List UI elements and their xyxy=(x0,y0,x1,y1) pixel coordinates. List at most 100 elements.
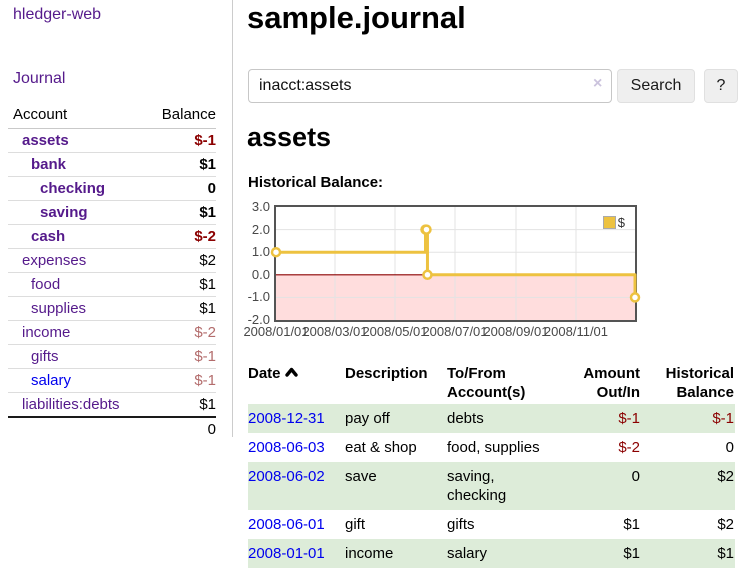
transaction-description: income xyxy=(345,545,394,562)
sort-ascending-icon xyxy=(284,367,298,377)
account-row: supplies $1 xyxy=(8,297,216,321)
account-balance: $-1 xyxy=(194,348,216,365)
register-header-row: Date Description To/From Account(s) Amount … xyxy=(248,362,735,404)
register-header-date[interactable]: Date xyxy=(248,362,345,404)
account-link-bank[interactable]: bank xyxy=(31,156,67,173)
transaction-date-link[interactable]: 2008-06-03 xyxy=(248,439,325,456)
account-balance: $-2 xyxy=(194,228,216,245)
account-balance: $2 xyxy=(199,252,216,269)
account-link-checking[interactable]: checking xyxy=(40,180,106,197)
accounts-header-row: Account Balance xyxy=(8,102,216,129)
accounts-table: Account Balance assets $-1 bank $1 checking 0… xyxy=(8,102,216,441)
help-button[interactable]: ? xyxy=(704,69,738,103)
transaction-description: save xyxy=(345,468,377,485)
account-link-liabilities-debts[interactable]: liabilities:debts xyxy=(22,396,120,413)
negative-region xyxy=(276,274,635,320)
chart-canvas xyxy=(270,207,641,320)
search-button[interactable]: Search xyxy=(617,69,695,103)
account-link-salary[interactable]: salary xyxy=(31,372,72,389)
chart-title: Historical Balance: xyxy=(248,174,384,191)
x-axis-tick: 2008/09/01 xyxy=(483,324,549,339)
legend-label: $ xyxy=(617,215,625,230)
account-row: gifts $-1 xyxy=(8,345,216,369)
page-title: sample.journal xyxy=(247,0,466,35)
transaction-amount: 0 xyxy=(631,468,640,485)
account-heading: assets xyxy=(247,122,332,152)
register-row: 2008-06-03 eat & shop food, supplies $-2 0 xyxy=(248,433,735,462)
account-row: salary $-1 xyxy=(8,369,216,393)
app-title-link[interactable]: hledger-web xyxy=(13,6,102,23)
data-point-marker xyxy=(270,246,282,258)
account-link-saving[interactable]: saving xyxy=(40,204,88,221)
transaction-date-link[interactable]: 2008-01-01 xyxy=(248,545,325,562)
transaction-description: pay off xyxy=(345,410,390,427)
register-header-tofrom: To/From Account(s) xyxy=(447,365,526,401)
transaction-balance: $2 xyxy=(717,468,734,485)
transaction-date-link[interactable]: 2008-06-01 xyxy=(248,516,325,533)
chart-legend: $ xyxy=(602,215,625,230)
transaction-accounts: salary xyxy=(447,545,488,562)
transaction-date-link[interactable]: 2008-12-31 xyxy=(248,410,325,427)
register-row: 2008-06-02 save saving, checking 0 $2 xyxy=(248,462,735,510)
account-row: checking 0 xyxy=(8,177,216,201)
account-link-cash[interactable]: cash xyxy=(31,228,66,245)
x-axis-tick: 2008/07/01 xyxy=(422,324,488,339)
transaction-description: gift xyxy=(345,516,366,533)
account-link-supplies[interactable]: supplies xyxy=(31,300,87,317)
y-axis-tick: 1.0 xyxy=(251,244,270,260)
account-link-food[interactable]: food xyxy=(31,276,61,293)
account-link-expenses[interactable]: expenses xyxy=(22,252,87,269)
register-row: 2008-12-31 pay off debts $-1 $-1 xyxy=(248,404,735,433)
account-balance: $1 xyxy=(199,156,216,173)
clear-search-icon[interactable]: × xyxy=(593,75,603,92)
account-link-assets[interactable]: assets xyxy=(22,132,69,149)
sidebar-divider xyxy=(232,0,233,437)
balance-series-line xyxy=(276,228,637,298)
y-axis-tick: 0.0 xyxy=(251,266,270,282)
account-balance: $1 xyxy=(199,276,216,293)
account-row: bank $1 xyxy=(8,153,216,177)
register-row: 2008-06-01 gift gifts $1 $2 xyxy=(248,510,735,539)
transaction-amount: $1 xyxy=(623,545,640,562)
transaction-balance: $2 xyxy=(717,516,734,533)
register-header-historical: Historical Balance xyxy=(665,365,734,401)
sidebar-item-journal[interactable]: Journal xyxy=(13,70,66,87)
register-header-description: Description xyxy=(345,365,428,382)
account-row: food $1 xyxy=(8,273,216,297)
account-row: assets $-1 xyxy=(8,129,216,153)
transaction-accounts: saving, checking xyxy=(447,468,507,504)
account-balance: $-1 xyxy=(194,372,216,389)
transaction-date-link[interactable]: 2008-06-02 xyxy=(248,468,325,485)
y-axis-tick: 3.0 xyxy=(251,199,270,214)
account-row: expenses $2 xyxy=(8,249,216,273)
transaction-description: eat & shop xyxy=(345,439,417,456)
data-point-marker xyxy=(422,269,433,281)
account-row: liabilities:debts $1 xyxy=(8,393,216,418)
account-balance: $-2 xyxy=(194,324,216,341)
search-input[interactable] xyxy=(248,69,612,103)
y-axis-tick: -1.0 xyxy=(247,289,270,305)
data-point-marker xyxy=(629,292,641,303)
transaction-amount: $-2 xyxy=(618,439,640,456)
transaction-accounts: gifts xyxy=(447,516,475,533)
x-axis-tick: 2008/11/01 xyxy=(543,324,609,339)
chart-plot-area: $ xyxy=(270,205,641,322)
accounts-total-value: 0 xyxy=(207,421,216,438)
account-balance: $-1 xyxy=(194,132,216,149)
y-axis-tick: 2.0 xyxy=(251,221,270,237)
x-axis-tick: 2008/05/01 xyxy=(362,324,428,339)
account-link-income[interactable]: income xyxy=(22,324,71,341)
account-row: cash $-2 xyxy=(8,225,216,249)
register-header-amount: Amount Out/In xyxy=(583,365,640,401)
account-link-gifts[interactable]: gifts xyxy=(31,348,59,365)
data-point-marker xyxy=(420,224,431,235)
legend-swatch-icon xyxy=(602,216,616,229)
account-balance: $1 xyxy=(199,300,216,317)
transaction-amount: $1 xyxy=(623,516,640,533)
x-axis-tick: 2008/01/01 xyxy=(243,324,309,339)
account-balance: 0 xyxy=(207,180,216,197)
x-axis-tick: 2008/03/01 xyxy=(302,324,368,339)
transaction-balance: $1 xyxy=(717,545,734,562)
register-table: Date Description To/From Account(s) Amount … xyxy=(248,362,735,568)
